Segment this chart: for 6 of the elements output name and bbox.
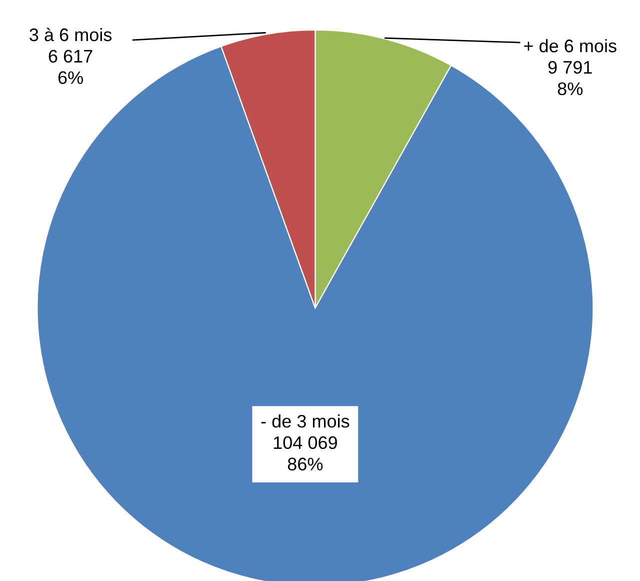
data-label: 6 617 6%: [48, 50, 92, 84]
data-label: 9 791 8%: [548, 60, 592, 96]
slice-label: 3 à 6 mois: [30, 28, 112, 42]
slice-label: + de 6 mois: [524, 39, 616, 52]
slice-label: - de 3 mois: [261, 414, 350, 428]
data-label: 104 069 86%: [274, 436, 337, 470]
